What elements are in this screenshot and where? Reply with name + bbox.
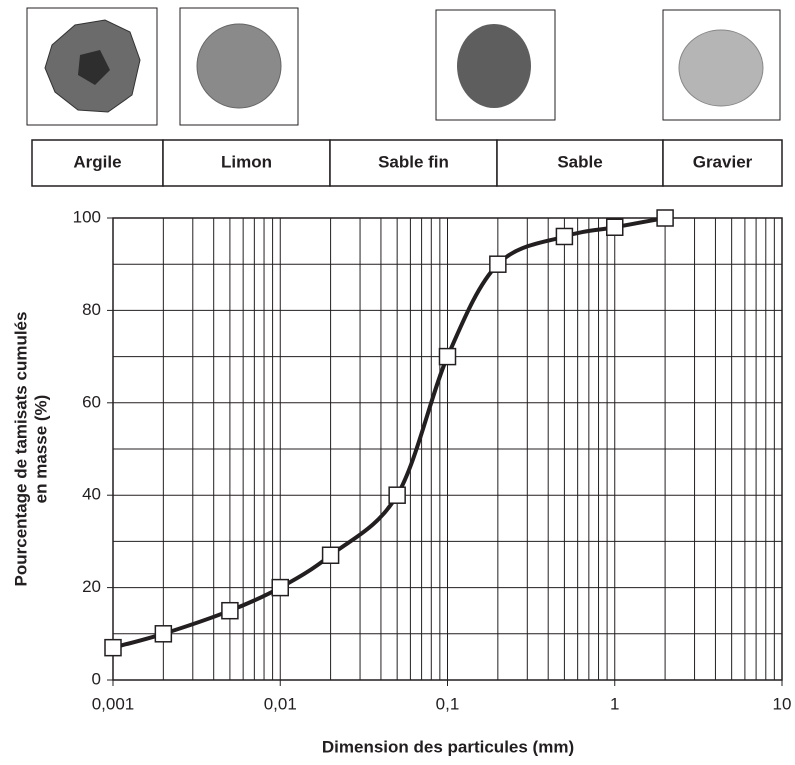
photo-silt: [196, 23, 282, 109]
soil-classes: Argile Limon Sable fin Sable Gravier: [31, 139, 783, 187]
x-tick-label: 1: [610, 694, 619, 713]
class-box: [162, 139, 331, 187]
plot: 0 20 40 60 80 100 0,001 0,01 0,1 1 10: [73, 207, 792, 713]
y-tick-label: 40: [82, 485, 101, 504]
point-marker: [489, 255, 507, 273]
point-marker: [271, 578, 289, 597]
y-axis-label: en masse (%): [31, 395, 50, 504]
class-box: [496, 139, 664, 187]
x-tick-label: 0,001: [92, 694, 135, 713]
y-tick-label: 60: [82, 392, 101, 411]
class-box: [329, 139, 498, 187]
point-marker: [438, 347, 457, 366]
point-marker: [321, 546, 340, 565]
y-tick-label: 0: [92, 669, 101, 688]
point-marker: [656, 209, 674, 227]
point-marker: [555, 227, 574, 246]
x-tick-label: 10: [773, 694, 792, 713]
class-label: Sable fin: [378, 152, 449, 171]
y-axis-label: Pourcentage de tamisats cumulés: [11, 312, 30, 587]
photo-detail: [78, 50, 110, 85]
x-tick-label: 0,01: [264, 694, 297, 713]
photo-gravel: [678, 29, 764, 107]
class-label: Gravier: [693, 152, 753, 171]
photo-fine-sand: [457, 24, 531, 108]
class-box: [31, 139, 164, 187]
soil-photos: [26, 7, 781, 126]
point-marker: [154, 625, 173, 643]
class-label: Limon: [221, 152, 272, 171]
y-tick-label: 80: [82, 300, 101, 319]
class-label: Sable: [557, 152, 602, 171]
point-marker: [388, 486, 406, 504]
point-marker: [104, 638, 122, 657]
y-tick-label: 20: [82, 577, 101, 596]
point-marker: [606, 218, 624, 236]
x-tick-label: 0,1: [436, 694, 460, 713]
class-box: [662, 139, 783, 187]
point-marker: [221, 601, 239, 620]
y-tick-label: 100: [73, 207, 101, 226]
x-axis-label: Dimension des particules (mm): [322, 737, 574, 756]
class-label: Argile: [73, 152, 121, 171]
curve: [112, 216, 666, 650]
